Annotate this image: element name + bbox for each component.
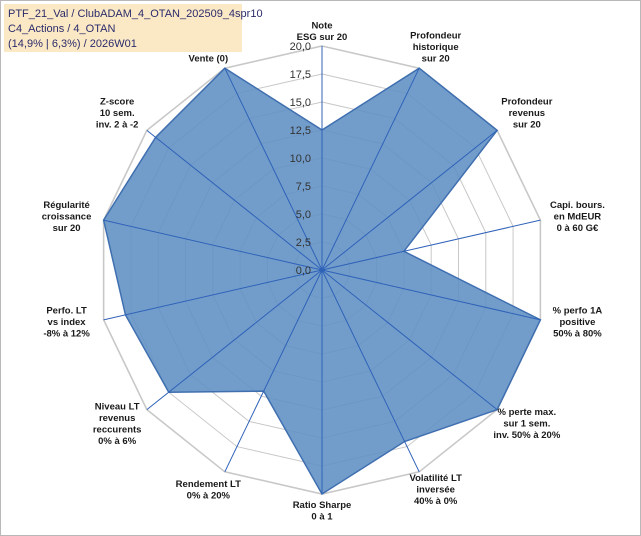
axis-label: Note: [311, 21, 332, 32]
axis-label: Régularité: [43, 200, 89, 211]
tick-label: 5,0: [296, 209, 311, 221]
axis-label: en MdEUR: [554, 211, 602, 222]
axis-label: % perte max.: [498, 407, 557, 418]
axis-label: Volatilité LT: [409, 473, 462, 484]
axis-label: Niveau LT: [95, 401, 140, 412]
axis-label: 0% à 20%: [187, 490, 231, 501]
axis-label: sur 20: [422, 53, 450, 64]
axis-label: Perfo. LT: [46, 306, 87, 317]
axis-label: inv. 2 à -2: [96, 119, 139, 130]
axis-label: sur 20: [53, 223, 81, 234]
tick-label: 17,5: [290, 69, 311, 81]
axis-label: vs index: [48, 317, 87, 328]
chart-title-box: PTF_21_Val / ClubADAM_4_OTAN_202509_4spr…: [4, 4, 263, 52]
axis-spoke: [321, 129, 498, 271]
axis-label: Ratio Sharpe: [293, 500, 352, 511]
axis-label: sur 20: [513, 119, 541, 130]
tick-label: 0,0: [296, 265, 311, 277]
axis-label: Profondeur: [501, 96, 552, 107]
axis-spoke: [224, 269, 323, 473]
tick-label: 10,0: [290, 153, 311, 165]
axis-label: revenus: [509, 108, 545, 119]
axis-label: inversée: [416, 485, 455, 496]
axis-label: 40% à 0%: [414, 496, 458, 507]
axis-label: Profondeur: [410, 30, 461, 41]
axis-label: Z-score: [100, 96, 134, 107]
axis-spoke: [146, 129, 323, 271]
axis-label: Capi. bours.: [550, 200, 605, 211]
axis-label: Vente (0): [189, 53, 229, 64]
axis-label: % perfo 1A: [553, 306, 603, 317]
tick-label: 12,5: [290, 125, 311, 137]
axis-spoke: [321, 269, 420, 473]
tick-label: 20,0: [290, 41, 311, 53]
title-line-1: PTF_21_Val / ClubADAM_4_OTAN_202509_4spr…: [8, 8, 263, 20]
axis-spoke: [321, 67, 420, 271]
axis-label: 50% à 80%: [553, 329, 602, 340]
axis-label: ESG sur 20: [297, 32, 348, 43]
title-line-3: (14,9% | 6,3%) / 2026W01: [8, 38, 137, 50]
axis-label: historique: [413, 42, 459, 53]
tick-label: 2,5: [296, 237, 311, 249]
tick-label: 7,5: [296, 181, 311, 193]
axis-label: sur 1 sem.: [503, 419, 550, 430]
axis-spoke: [224, 67, 323, 271]
axis-label: -8% à 12%: [43, 329, 90, 340]
axis-spoke: [321, 219, 541, 271]
title-line-2: C4_Actions / 4_OTAN: [8, 23, 116, 35]
tick-label: 15,0: [290, 97, 311, 109]
axis-label: inv. 50% à 20%: [493, 430, 560, 441]
axis-label: revenus: [99, 413, 135, 424]
axis-spoke: [321, 269, 541, 321]
axis-label: Rendement LT: [176, 479, 241, 490]
axis-spoke: [321, 269, 498, 411]
axis-spoke: [103, 269, 323, 321]
axis-spoke: [146, 269, 323, 411]
axis-label: positive: [559, 317, 595, 328]
axis-label: 0 à 60 G€: [557, 223, 599, 234]
axis-label: 0 à 1: [311, 512, 333, 523]
axis-label: croissance: [42, 211, 92, 222]
axis-label-group: Rendement LT0% à 20%: [176, 479, 241, 502]
axis-spoke: [103, 219, 323, 271]
axis-label: 10 sem.: [100, 108, 135, 119]
axis-label: 0% à 6%: [98, 436, 137, 447]
axis-label-group: % perte max.sur 1 sem.inv. 50% à 20%: [493, 407, 560, 441]
axis-label: reccurents: [93, 424, 142, 435]
